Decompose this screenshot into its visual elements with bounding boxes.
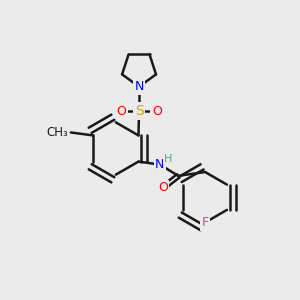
Text: S: S — [135, 104, 143, 118]
Text: N: N — [134, 80, 144, 93]
Text: O: O — [116, 105, 126, 118]
Text: O: O — [152, 105, 162, 118]
Text: H: H — [164, 154, 172, 164]
Text: N: N — [155, 158, 165, 171]
Text: F: F — [202, 216, 208, 229]
Text: N: N — [134, 80, 144, 93]
Text: O: O — [158, 181, 168, 194]
Text: CH₃: CH₃ — [47, 126, 68, 139]
